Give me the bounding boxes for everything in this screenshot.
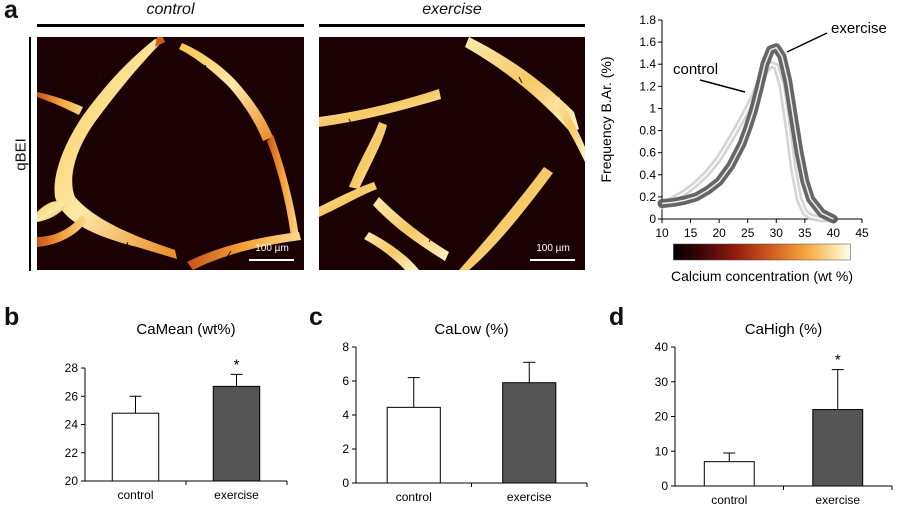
y-tick-label: 1.4 [639,57,656,71]
y-tick-label: 28 [65,361,79,375]
x-tick-label: 20 [712,226,726,240]
bar-exercise [812,409,864,487]
annotation-control: control [673,61,718,78]
y-tick-label: 4 [342,408,349,422]
calow-bar-chart: CaLow (%) 0 2 4 6 8 control exercise [342,321,588,504]
qbei-image-exercise: 100 µm [319,37,585,270]
image-title-control: control [146,1,195,18]
colorbar [673,243,851,261]
panel-letter-b: b [4,303,20,331]
y-tick-label: 0.4 [639,168,656,182]
y-tick-label: 0.6 [639,146,656,160]
chart-title: CaMean (wt%) [136,321,235,338]
y-axis-label: Frequency B.Ar. (%) [598,56,614,182]
row-label-line [29,37,31,271]
x-tick-label: 25 [741,226,755,240]
y-tick-label: 8 [342,340,349,354]
cahigh-bar-chart: CaHigh (%) 0 10 20 30 40 control exercise * [655,321,893,507]
scalebar-exercise [530,259,575,261]
bar-exercise [502,382,557,484]
x-tick-label-control: control [396,490,432,504]
y-tick-label: 0 [342,476,349,490]
y-tick-label: 0.8 [639,124,656,138]
image-title-exercise: exercise [422,1,482,18]
scalebar-control [249,259,294,261]
y-tick-label: 1.8 [639,13,656,27]
x-tick-label-control: control [117,488,153,502]
row-label-qbei: qBEI [12,138,30,171]
series-line-exercise [661,46,834,220]
chart-title: CaLow (%) [434,321,508,338]
qbei-image-control: 100 µm [37,37,304,270]
annotation-leader-exercise [786,32,828,53]
y-tick-label: 6 [342,374,349,388]
bar-control [703,461,755,487]
bar-control [386,406,441,484]
panel-letter-d: d [609,303,625,331]
y-tick-label: 26 [65,389,79,403]
x-tick-label: 40 [827,226,841,240]
x-tick-label-exercise: exercise [507,490,552,504]
title-rule-control [37,24,304,27]
y-tick-label: 0 [661,479,668,493]
x-tick-label-control: control [711,493,747,507]
y-tick-label: 40 [655,340,669,354]
x-tick-label: 45 [855,226,869,240]
title-rule-exercise [319,24,585,27]
x-axis-label: Calcium concentration (wt %) [671,268,853,284]
y-tick-label: 22 [65,446,79,460]
calcium-histogram-chart: 0 0.2 0.4 0.6 0.8 1 1.2 1.4 1.6 1.8 10 15 20 25 30 35 40… [598,13,887,284]
y-tick-label: 1.6 [639,35,656,49]
y-tick-label: 24 [65,418,79,432]
y-tick-label: 1 [649,101,656,115]
y-tick-label: 20 [65,474,79,488]
annotation-exercise: exercise [831,20,887,37]
x-tick-label: 15 [684,226,698,240]
y-tick-label: 0.2 [639,190,656,204]
y-tick-label: 0 [649,212,656,226]
bar-control [111,412,160,482]
x-tick-label: 30 [770,226,784,240]
significance-exercise: * [234,356,240,373]
x-tick-label: 35 [798,226,812,240]
y-tick-label: 30 [655,375,669,389]
y-tick-label: 2 [342,442,349,456]
x-tick-label-exercise: exercise [815,493,860,507]
x-tick-label-exercise: exercise [214,488,259,502]
bar-exercise [212,385,261,482]
y-tick-label: 10 [655,444,669,458]
camean-bar-chart: CaMean (wt%) 20 22 24 26 28 control exercise * [65,321,288,502]
significance-exercise: * [835,352,841,369]
scalebar-label-exercise: 100 µm [536,243,570,254]
chart-title: CaHigh (%) [745,321,823,338]
y-tick-label: 1.2 [639,79,656,93]
x-tick-label: 10 [655,226,669,240]
panel-letter-a: a [4,0,18,24]
scalebar-label-control: 100 µm [255,243,289,254]
y-tick-label: 20 [655,410,669,424]
panel-letter-c: c [309,303,323,331]
annotation-leader-control [699,79,746,93]
